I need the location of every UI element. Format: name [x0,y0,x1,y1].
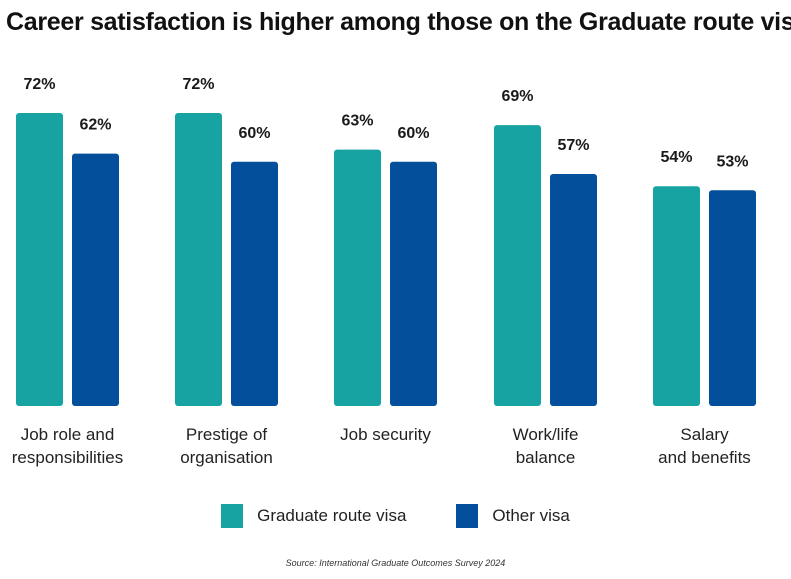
chart-title: Career satisfaction is higher among thos… [6,8,791,36]
legend-label-other: Other visa [492,506,570,525]
data-label-other-0: 62% [79,117,111,134]
data-label-graduate-4: 54% [660,149,692,166]
category-label-2: Job security [340,425,431,444]
bar-graduate-3 [494,125,541,407]
legend-swatch-other [456,504,479,528]
bar-other-2 [390,161,437,406]
legend-swatch-graduate [221,504,244,528]
bar-other-0 [72,153,119,406]
category-label-line: Salary [680,425,729,444]
legend-item-other: Other visa [456,504,570,528]
category-label-4: Salary and benefits [658,425,751,467]
bar-other-4 [709,190,756,406]
category-label-line: Job role and [21,425,115,444]
category-label-line: and benefits [658,448,751,467]
source-note: Source: International Graduate Outcomes … [285,558,506,568]
bar-graduate-1 [175,112,222,407]
bar-other-3 [550,174,597,406]
legend: Graduate route visa Other visa [0,504,791,528]
legend-label-graduate: Graduate route visa [257,506,407,525]
category-label-line: balance [516,448,576,467]
bar-other-1 [231,161,278,406]
category-label-0: Job role and responsibilities [12,425,124,467]
bar-graduate-4 [653,186,700,406]
bar-chart: 72% 62% Job role and responsibilities 72% 60%… [12,76,756,467]
data-label-other-4: 53% [716,153,748,170]
data-label-other-1: 60% [238,125,270,142]
data-label-graduate-3: 69% [501,88,533,105]
legend-item-graduate: Graduate route visa [221,504,406,528]
category-label-line: responsibilities [12,448,124,467]
data-label-other-3: 57% [557,137,589,154]
category-label-line: Work/life [513,425,579,444]
category-label-line: organisation [180,448,273,467]
data-label-other-2: 60% [397,125,429,142]
data-label-graduate-1: 72% [182,76,214,93]
category-label-line: Prestige of [186,425,268,444]
category-label-line: Job security [340,425,431,444]
data-label-graduate-2: 63% [341,113,373,130]
category-label-1: Prestige of organisation [180,425,273,467]
bar-graduate-0 [16,112,63,407]
data-label-graduate-0: 72% [23,76,55,93]
bar-graduate-2 [334,149,381,406]
category-label-3: Work/life balance [513,425,579,467]
